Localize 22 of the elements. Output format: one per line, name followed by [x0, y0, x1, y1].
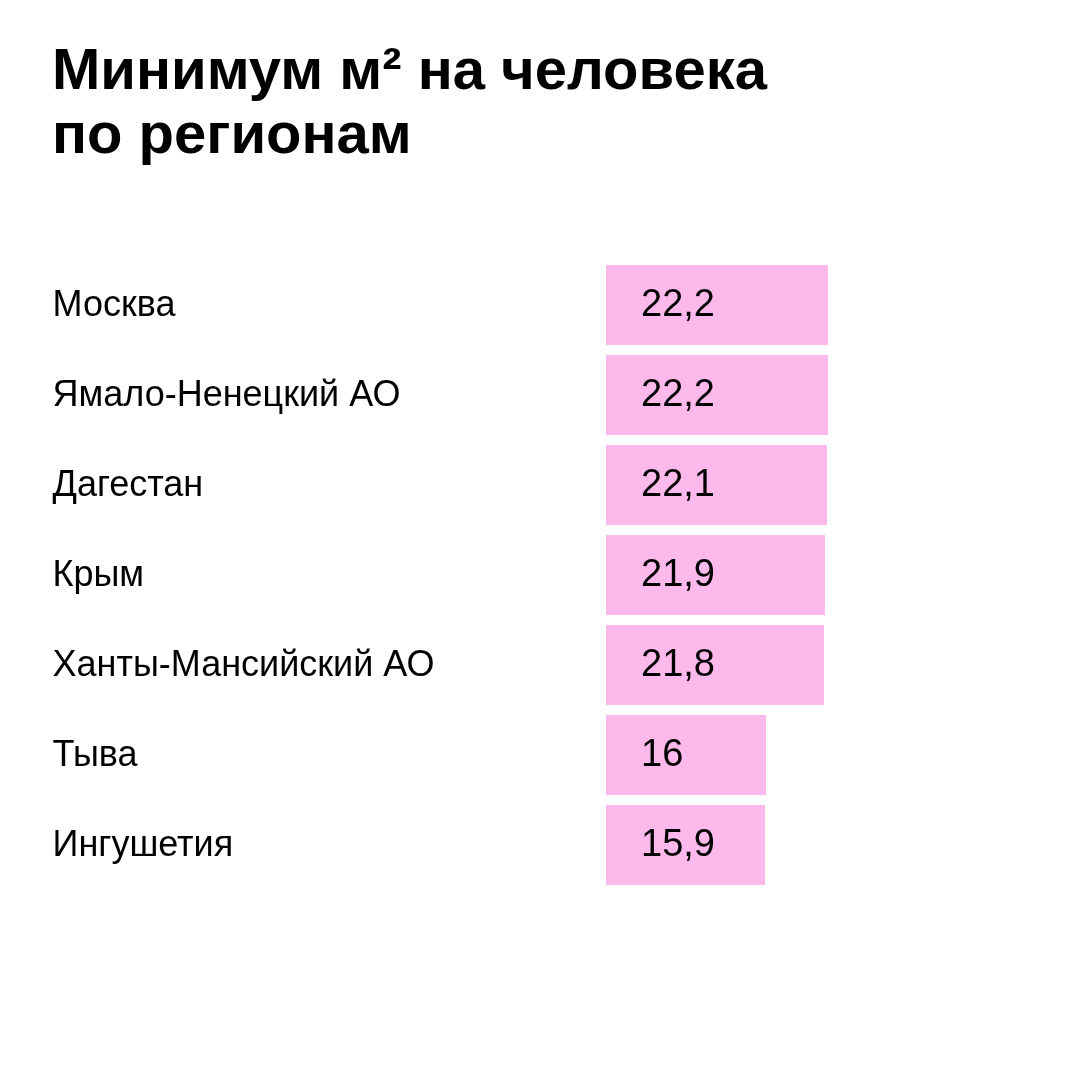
bar: [606, 804, 765, 885]
bar: [606, 265, 828, 346]
bar: [606, 445, 827, 526]
y-tick-label: Крым: [52, 553, 145, 594]
data-label: 21,8: [641, 642, 715, 684]
data-label: 15,9: [641, 822, 715, 864]
data-label: 16: [641, 732, 684, 774]
chart-title: Минимум м² на человека по регионам: [52, 36, 768, 165]
y-tick-label: Ингушетия: [52, 823, 234, 864]
y-tick-label: Ямало-Ненецкий АО: [52, 373, 401, 414]
y-tick-label: Тыва: [52, 733, 139, 774]
y-tick-label: Ханты-Мансийский АО: [52, 643, 435, 684]
bar: [606, 355, 828, 436]
data-label: 22,2: [641, 282, 715, 324]
y-tick-label: Дагестан: [52, 463, 204, 504]
bar: [606, 714, 766, 795]
bar: [606, 535, 825, 615]
y-tick-label: Москва: [52, 283, 177, 324]
data-label: 22,1: [641, 462, 715, 504]
bar: [606, 624, 824, 705]
data-label: 22,2: [641, 372, 715, 414]
data-label: 21,9: [641, 552, 715, 594]
